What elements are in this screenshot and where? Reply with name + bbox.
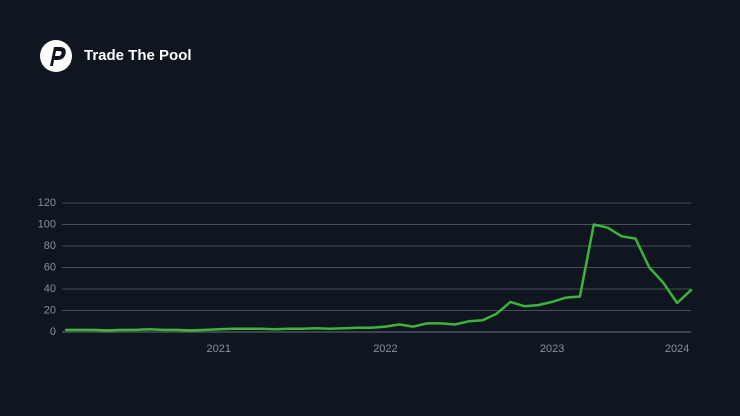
line-series — [64, 223, 693, 332]
y-tick-label: 60 — [44, 261, 56, 273]
logo-glyph — [50, 47, 66, 66]
logo — [40, 40, 72, 72]
x-tick-label: 2021 — [207, 343, 231, 355]
y-tick-label: 20 — [44, 304, 56, 316]
brand-name: Trade The Pool — [84, 47, 192, 64]
y-tick-label: 0 — [50, 326, 56, 338]
y-tick-label: 120 — [38, 197, 56, 209]
x-tick-label: 2022 — [373, 343, 397, 355]
x-tick-label: 2023 — [540, 343, 564, 355]
y-tick-label: 100 — [38, 218, 56, 230]
y-tick-label: 80 — [44, 240, 56, 252]
x-tick-label: 2024 — [665, 343, 689, 355]
y-tick-label: 40 — [44, 283, 56, 295]
